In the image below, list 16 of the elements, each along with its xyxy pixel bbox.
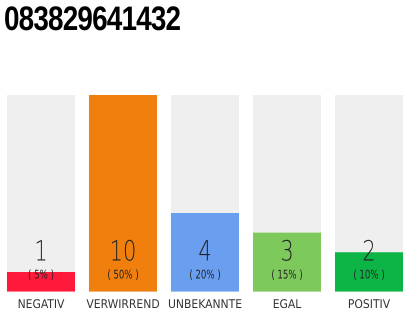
data-label: 10 — [110, 234, 136, 268]
annotation: ( 5% ) — [28, 268, 54, 282]
x-tick-label: UNBEKANNTE — [168, 296, 242, 311]
x-tick-label: NEGATIV — [18, 296, 66, 311]
bar — [6, 272, 76, 292]
annotation: ( 15% ) — [271, 268, 303, 282]
annotation: ( 50% ) — [107, 268, 139, 282]
x-tick-label: EGAL — [272, 296, 302, 311]
data-label: 3 — [280, 234, 294, 268]
annotation: ( 20% ) — [189, 268, 221, 282]
annotation: ( 10% ) — [353, 268, 385, 282]
x-tick-label: VERWIRREND — [86, 296, 160, 311]
data-label: 4 — [198, 234, 212, 268]
x-tick-label: POSITIV — [348, 296, 391, 311]
chart-title: 083829641432 — [4, 0, 180, 39]
data-label: 1 — [34, 234, 48, 268]
